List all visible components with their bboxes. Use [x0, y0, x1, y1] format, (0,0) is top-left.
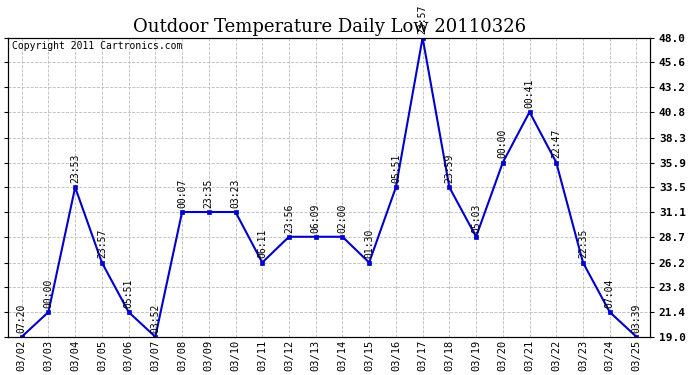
Text: 23:57: 23:57: [417, 4, 428, 33]
Text: 00:00: 00:00: [43, 279, 53, 308]
Text: 23:59: 23:59: [444, 154, 454, 183]
Text: 00:41: 00:41: [524, 78, 535, 108]
Text: 22:47: 22:47: [551, 129, 561, 158]
Text: 03:39: 03:39: [631, 303, 642, 333]
Text: 05:51: 05:51: [391, 154, 401, 183]
Text: 00:07: 00:07: [177, 178, 187, 208]
Text: 23:57: 23:57: [97, 229, 107, 258]
Text: 23:53: 23:53: [70, 154, 80, 183]
Text: 23:35: 23:35: [204, 178, 214, 208]
Text: 03:23: 03:23: [230, 178, 241, 208]
Text: 06:09: 06:09: [310, 203, 321, 232]
Text: 07:20: 07:20: [17, 303, 27, 333]
Text: 05:51: 05:51: [124, 279, 134, 308]
Text: 01:30: 01:30: [364, 229, 374, 258]
Text: 23:56: 23:56: [284, 203, 294, 232]
Title: Outdoor Temperature Daily Low 20110326: Outdoor Temperature Daily Low 20110326: [132, 18, 526, 36]
Text: 07:04: 07:04: [604, 279, 615, 308]
Text: 00:00: 00:00: [497, 129, 508, 158]
Text: Copyright 2011 Cartronics.com: Copyright 2011 Cartronics.com: [12, 41, 182, 51]
Text: 02:00: 02:00: [337, 203, 348, 232]
Text: 22:35: 22:35: [578, 229, 588, 258]
Text: 06:11: 06:11: [257, 229, 267, 258]
Text: 05:03: 05:03: [471, 203, 481, 232]
Text: 03:52: 03:52: [150, 303, 160, 333]
